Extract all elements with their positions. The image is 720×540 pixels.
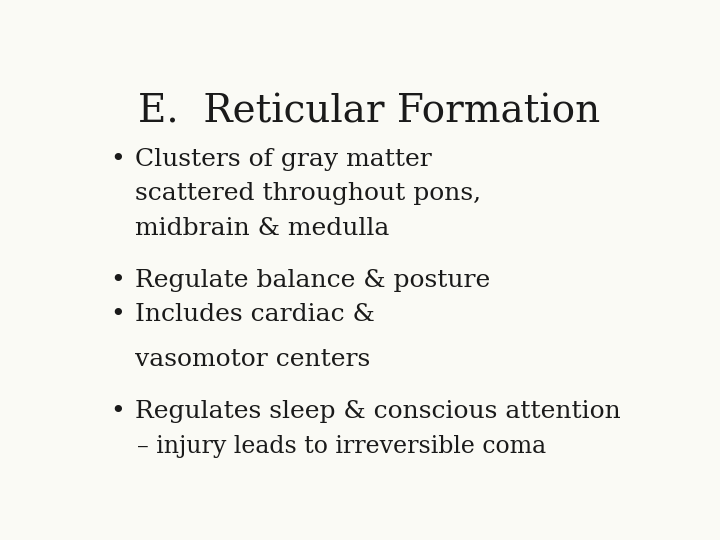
Text: E.  Reticular Formation: E. Reticular Formation [138,94,600,131]
Text: Includes cardiac &: Includes cardiac & [135,303,374,327]
Text: Regulates sleep & conscious attention: Regulates sleep & conscious attention [135,400,621,423]
Text: •: • [111,303,125,327]
Text: •: • [111,269,125,292]
Text: •: • [111,148,125,171]
Text: •: • [111,400,125,423]
Text: vasomotor centers: vasomotor centers [135,348,370,372]
Text: Regulate balance & posture: Regulate balance & posture [135,269,490,292]
Text: Clusters of gray matter: Clusters of gray matter [135,148,431,171]
Text: midbrain & medulla: midbrain & medulla [135,217,389,240]
Text: scattered throughout pons,: scattered throughout pons, [135,183,481,206]
Text: – injury leads to irreversible coma: – injury leads to irreversible coma [138,435,546,458]
